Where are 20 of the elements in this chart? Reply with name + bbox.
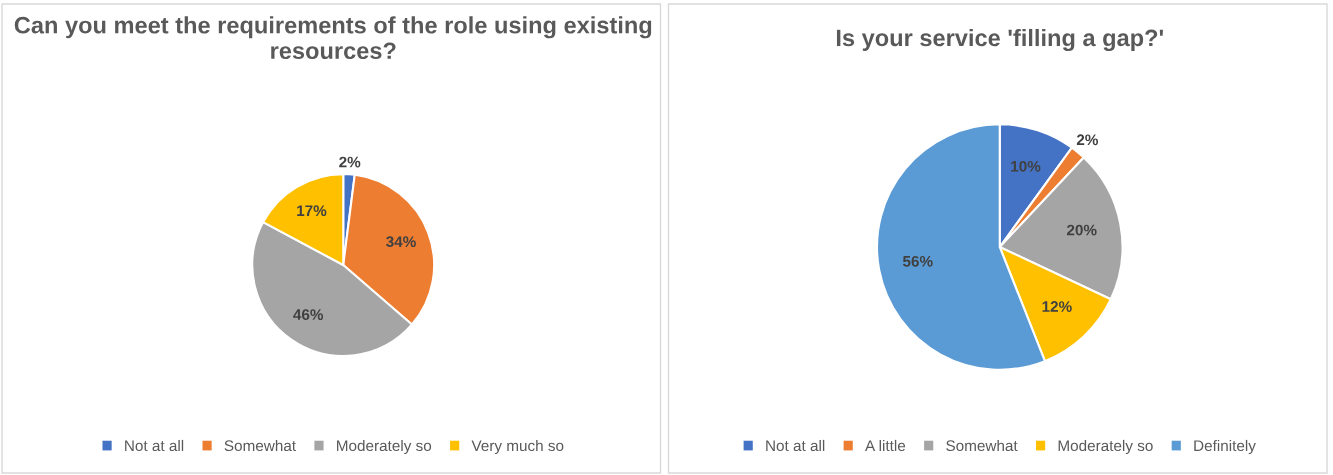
- legend-label: Somewhat: [224, 439, 296, 452]
- data-label: 20%: [1066, 224, 1097, 236]
- data-label: 46%: [293, 309, 324, 321]
- legend-label: Somewhat: [946, 439, 1018, 452]
- data-label: 2%: [339, 156, 361, 168]
- legend-label: A little: [865, 439, 906, 452]
- legend-label: Not at all: [125, 439, 184, 452]
- legend-label: Not at all: [766, 439, 825, 452]
- chart-title: Can you meet the requirements of the role using existing resources?: [14, 16, 652, 60]
- data-label: 17%: [297, 205, 327, 217]
- legend-label: Very much so: [471, 439, 564, 455]
- data-label: 10%: [1011, 160, 1041, 172]
- legend-label: Definitely: [1194, 439, 1256, 455]
- legend-label: Moderately so: [1058, 439, 1153, 455]
- data-label: 56%: [902, 255, 933, 267]
- data-label: 34%: [386, 236, 416, 248]
- data-label: 12%: [1042, 301, 1072, 312]
- data-label: 2%: [1076, 134, 1098, 146]
- chart-title: Is your service 'filling a gap?': [836, 28, 1163, 52]
- legend-label: Moderately so: [337, 439, 432, 455]
